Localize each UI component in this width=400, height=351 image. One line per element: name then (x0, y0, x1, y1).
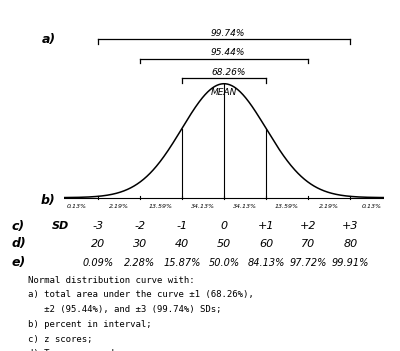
Text: 2.19%: 2.19% (109, 204, 129, 209)
Text: 2.19%: 2.19% (319, 204, 339, 209)
Text: 0.09%: 0.09% (82, 258, 113, 267)
Text: c) z scores;: c) z scores; (28, 335, 92, 344)
Text: 84.13%: 84.13% (248, 258, 285, 267)
Text: 13.59%: 13.59% (149, 204, 173, 209)
Text: 15.87%: 15.87% (163, 258, 200, 267)
Text: e): e) (12, 256, 26, 269)
Text: +3: +3 (342, 221, 358, 231)
Text: 97.72%: 97.72% (290, 258, 327, 267)
Text: ±2 (95.44%), and ±3 (99.74%) SDs;: ±2 (95.44%), and ±3 (99.74%) SDs; (28, 305, 222, 314)
Text: 30: 30 (133, 239, 147, 249)
Text: 80: 80 (343, 239, 358, 249)
Text: 60: 60 (259, 239, 273, 249)
Text: 68.26%: 68.26% (211, 68, 245, 77)
Text: a): a) (42, 33, 56, 46)
Text: 40: 40 (175, 239, 189, 249)
Text: +2: +2 (300, 221, 316, 231)
Text: d) T scores; and: d) T scores; and (28, 349, 114, 351)
Text: MEAN: MEAN (211, 88, 237, 97)
Text: c): c) (12, 220, 25, 233)
Text: 99.74%: 99.74% (211, 29, 245, 38)
Text: +1: +1 (258, 221, 274, 231)
Text: a) total area under the curve ±1 (68.26%),: a) total area under the curve ±1 (68.26%… (28, 290, 254, 299)
Text: 34.13%: 34.13% (191, 204, 215, 209)
Text: 34.13%: 34.13% (233, 204, 257, 209)
Text: 95.44%: 95.44% (211, 48, 245, 57)
Text: 2.28%: 2.28% (124, 258, 155, 267)
Text: 99.91%: 99.91% (332, 258, 369, 267)
Text: 20: 20 (90, 239, 105, 249)
Text: 0: 0 (220, 221, 228, 231)
Text: -3: -3 (92, 221, 103, 231)
Text: 50: 50 (217, 239, 231, 249)
Text: Normal distribution curve with:: Normal distribution curve with: (28, 276, 195, 285)
Text: 70: 70 (301, 239, 315, 249)
Text: 0.13%: 0.13% (361, 204, 381, 209)
Text: -2: -2 (134, 221, 145, 231)
Text: b) percent in interval;: b) percent in interval; (28, 320, 152, 329)
Text: 0.13%: 0.13% (67, 204, 87, 209)
Text: b): b) (41, 194, 56, 207)
Text: 13.59%: 13.59% (275, 204, 299, 209)
Text: -1: -1 (176, 221, 188, 231)
Text: 50.0%: 50.0% (208, 258, 240, 267)
Text: d): d) (12, 237, 27, 251)
Text: SD: SD (52, 221, 69, 231)
